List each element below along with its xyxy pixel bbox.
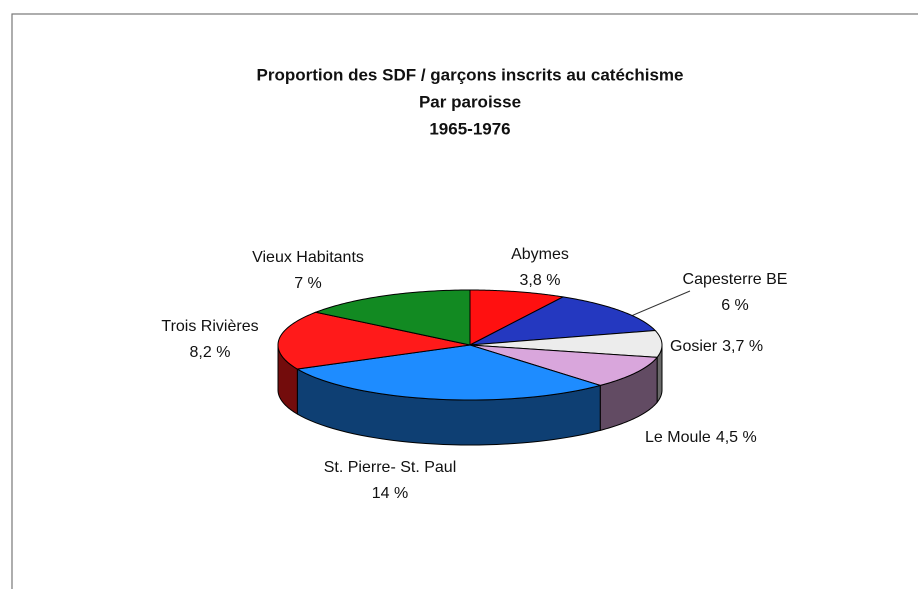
pie-slice <box>469 289 565 346</box>
chart-title: Proportion des SDF / garçons inscrits au… <box>256 65 683 84</box>
slice-label: Abymes <box>511 246 569 263</box>
slice-label: Capesterre BE <box>683 271 788 288</box>
slice-label: Vieux Habitants <box>252 249 364 266</box>
slice-value-label: 3,8 % <box>520 272 561 289</box>
pie-slice <box>314 289 471 346</box>
slice-label: Gosier <box>670 338 718 355</box>
chart-period: 1965-1976 <box>429 119 510 138</box>
slice-value-label: 3,7 % <box>722 338 763 355</box>
slice-label-group: Le Moule 4,5 % <box>645 429 757 446</box>
slice-label: Le Moule <box>645 429 711 446</box>
slice-value-label: 4,5 % <box>716 429 757 446</box>
leader-line <box>623 290 691 320</box>
pie-tops <box>277 289 663 401</box>
frame <box>11 13 918 589</box>
slice-label-group: Gosier 3,7 % <box>670 338 763 355</box>
slice-value-label: 14 % <box>372 485 408 502</box>
pie-slice <box>277 311 471 370</box>
slice-label: Trois Rivières <box>161 318 258 335</box>
slice-value-label: 8,2 % <box>190 344 231 361</box>
pie-slice <box>469 330 663 358</box>
pie-slice <box>469 296 657 346</box>
pie-slice <box>469 344 659 386</box>
slice-value-label: 6 % <box>721 297 749 314</box>
slice-value-label: 7 % <box>294 275 322 292</box>
pie-sides <box>277 344 663 446</box>
chart-subtitle: Par paroisse <box>419 92 521 111</box>
slice-label: St. Pierre- St. Paul <box>324 459 457 476</box>
